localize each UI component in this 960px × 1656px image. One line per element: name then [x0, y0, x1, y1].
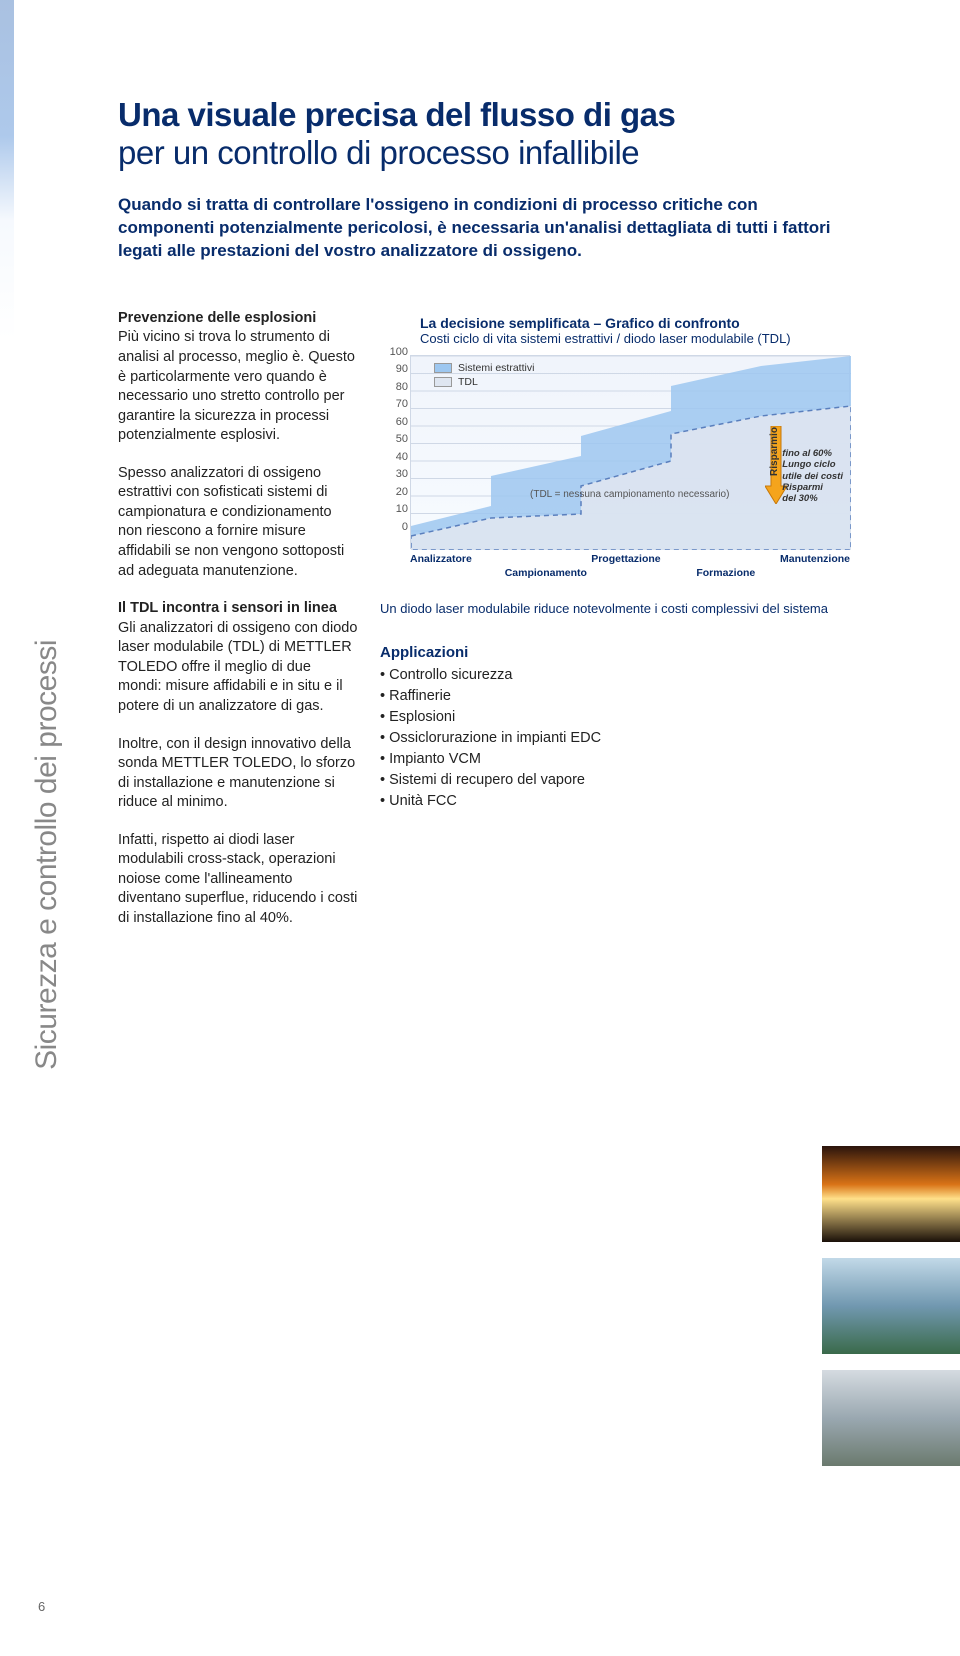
application-item: Esplosioni	[380, 707, 878, 728]
left-column: Prevenzione delle esplosioni Più vicino …	[118, 309, 358, 947]
side-tab: Sicurezza e controllo dei processi	[20, 80, 70, 640]
applications-block: Applicazioni Controllo sicurezzaRaffiner…	[380, 644, 878, 812]
block-body: Gli analizzatori di ossigeno con diodo l…	[118, 619, 358, 717]
page-edge-accent	[0, 0, 14, 340]
headline-main: Una visuale precisa del flusso di gas	[118, 96, 675, 133]
thumb-refinery	[822, 1370, 960, 1466]
thumb-aerial-plant	[822, 1258, 960, 1354]
block-title: Prevenzione delle esplosioni	[118, 309, 358, 329]
chart-caption: Un diodo laser modulabile riduce notevol…	[380, 601, 878, 616]
application-item: Ossiclorurazione in impianti EDC	[380, 728, 878, 749]
chart-subtitle: Costi ciclo di vita sistemi estrattivi /…	[380, 331, 876, 352]
headline: Una visuale precisa del flusso di gas pe…	[118, 96, 878, 172]
application-item: Sistemi di recupero del vapore	[380, 770, 878, 791]
chart-y-axis: 1009080706050403020100	[382, 347, 408, 540]
chart-legend: Sistemi estrattiviTDL	[434, 361, 534, 389]
chart-x-axis-top: AnalizzatoreProgettazioneManutenzione	[410, 553, 850, 565]
page-number: 6	[38, 1599, 45, 1614]
application-item: Raffinerie	[380, 686, 878, 707]
application-item: Unità FCC	[380, 791, 878, 812]
block-body: Spesso analizzatori di ossigeno estratti…	[118, 464, 358, 581]
chart-x-axis-bottom: CampionamentoFormazione	[450, 567, 810, 579]
applications-list: Controllo sicurezzaRaffinerieEsplosioniO…	[380, 665, 878, 812]
chart-title: La decisione semplificata – Grafico di c…	[380, 309, 876, 331]
image-thumbnails	[822, 1146, 960, 1466]
application-item: Impianto VCM	[380, 749, 878, 770]
thumb-flare	[822, 1146, 960, 1242]
section-label: Sicurezza e controllo dei processi	[30, 640, 64, 1070]
block-body: Inoltre, con il design innovativo della …	[118, 735, 358, 813]
savings-axis-label: Risparmio	[769, 427, 780, 476]
comparison-chart: La decisione semplificata – Grafico di c…	[380, 309, 876, 589]
block-title: Il TDL incontra i sensori in linea	[118, 599, 358, 619]
block-body: Infatti, rispetto ai diodi laser modulab…	[118, 831, 358, 929]
right-column: La decisione semplificata – Grafico di c…	[380, 309, 878, 947]
savings-callout: fino al 60% Lungo ciclo utile dei costi …	[782, 448, 843, 505]
block-body: Più vicino si trova lo strumento di anal…	[118, 328, 358, 445]
applications-title: Applicazioni	[380, 644, 878, 661]
chart-note: (TDL = nessuna campionamento necessario)	[530, 489, 729, 501]
main-content: Una visuale precisa del flusso di gas pe…	[118, 96, 878, 947]
application-item: Controllo sicurezza	[380, 665, 878, 686]
headline-sub: per un controllo di processo infallibile	[118, 134, 878, 172]
lead-paragraph: Quando si tratta di controllare l'ossige…	[118, 194, 858, 263]
